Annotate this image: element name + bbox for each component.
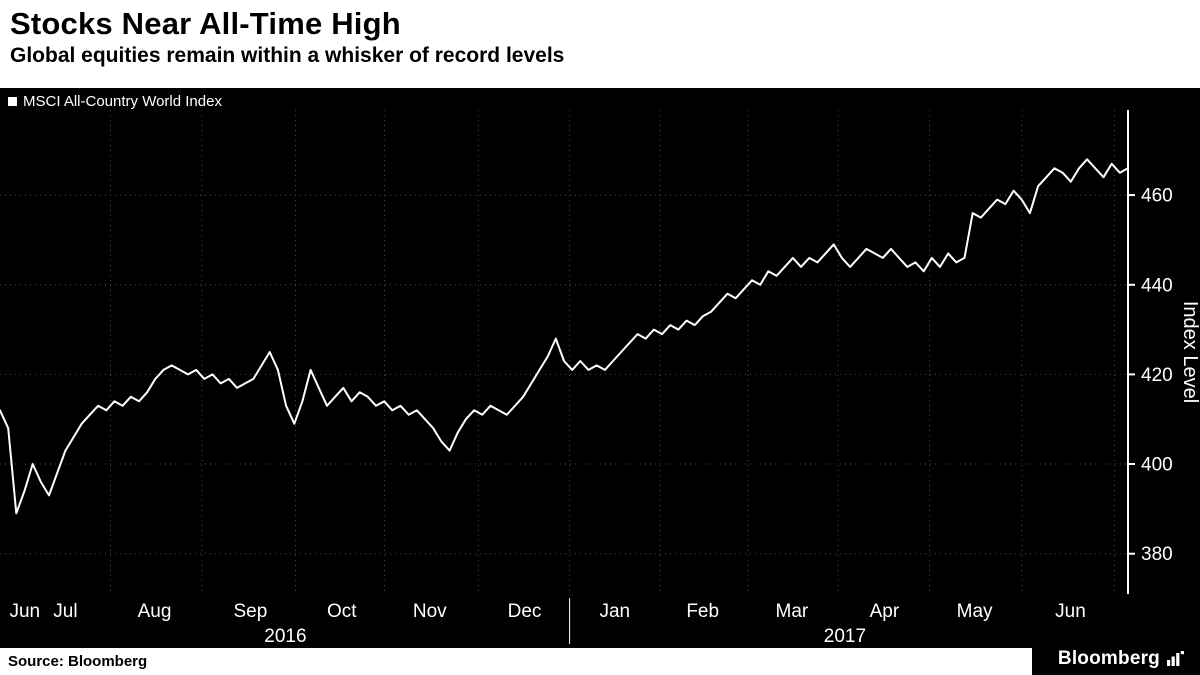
chart-footer: Source: Bloomberg Bloomberg — [0, 642, 1200, 675]
svg-text:Nov: Nov — [413, 601, 447, 622]
svg-text:460: 460 — [1141, 186, 1173, 207]
svg-text:Feb: Feb — [686, 601, 719, 622]
svg-text:440: 440 — [1141, 275, 1173, 296]
chart-area: MSCI All-Country World Index 380 400 420 44… — [0, 88, 1200, 648]
line-chart-plot: 380 400 420 440 460 Jun Jul Aug Sep Oct Nov Dec Jan F… — [0, 110, 1200, 647]
chart-legend: MSCI All-Country World Index — [8, 93, 222, 110]
chart-title: Stocks Near All-Time High — [10, 6, 401, 41]
svg-text:Jun: Jun — [1055, 601, 1086, 622]
chart-header: Stocks Near All-Time High Global equitie… — [0, 0, 1200, 88]
bloomberg-bars-icon — [1167, 651, 1184, 666]
source-credit: Source: Bloomberg — [8, 653, 148, 670]
svg-text:2016: 2016 — [264, 626, 306, 647]
svg-text:Aug: Aug — [138, 601, 172, 622]
svg-text:Apr: Apr — [870, 601, 900, 622]
svg-text:Jan: Jan — [599, 601, 630, 622]
svg-text:420: 420 — [1141, 365, 1173, 386]
svg-text:2017: 2017 — [824, 626, 866, 647]
svg-text:380: 380 — [1141, 544, 1173, 565]
svg-text:Sep: Sep — [233, 601, 267, 622]
legend-square-marker — [8, 97, 17, 106]
svg-text:Index Level: Index Level — [1179, 301, 1200, 403]
legend-label: MSCI All-Country World Index — [23, 93, 222, 110]
svg-text:Mar: Mar — [776, 601, 809, 622]
chart-subtitle: Global equities remain within a whisker … — [10, 44, 565, 67]
svg-text:Jul: Jul — [53, 601, 77, 622]
bloomberg-wordmark: Bloomberg — [1057, 647, 1160, 669]
svg-text:Dec: Dec — [508, 601, 542, 622]
svg-text:400: 400 — [1141, 455, 1173, 476]
svg-text:May: May — [957, 601, 993, 622]
svg-text:Jun: Jun — [9, 601, 40, 622]
svg-text:Oct: Oct — [327, 601, 357, 622]
bloomberg-logo: Bloomberg — [1031, 642, 1200, 675]
